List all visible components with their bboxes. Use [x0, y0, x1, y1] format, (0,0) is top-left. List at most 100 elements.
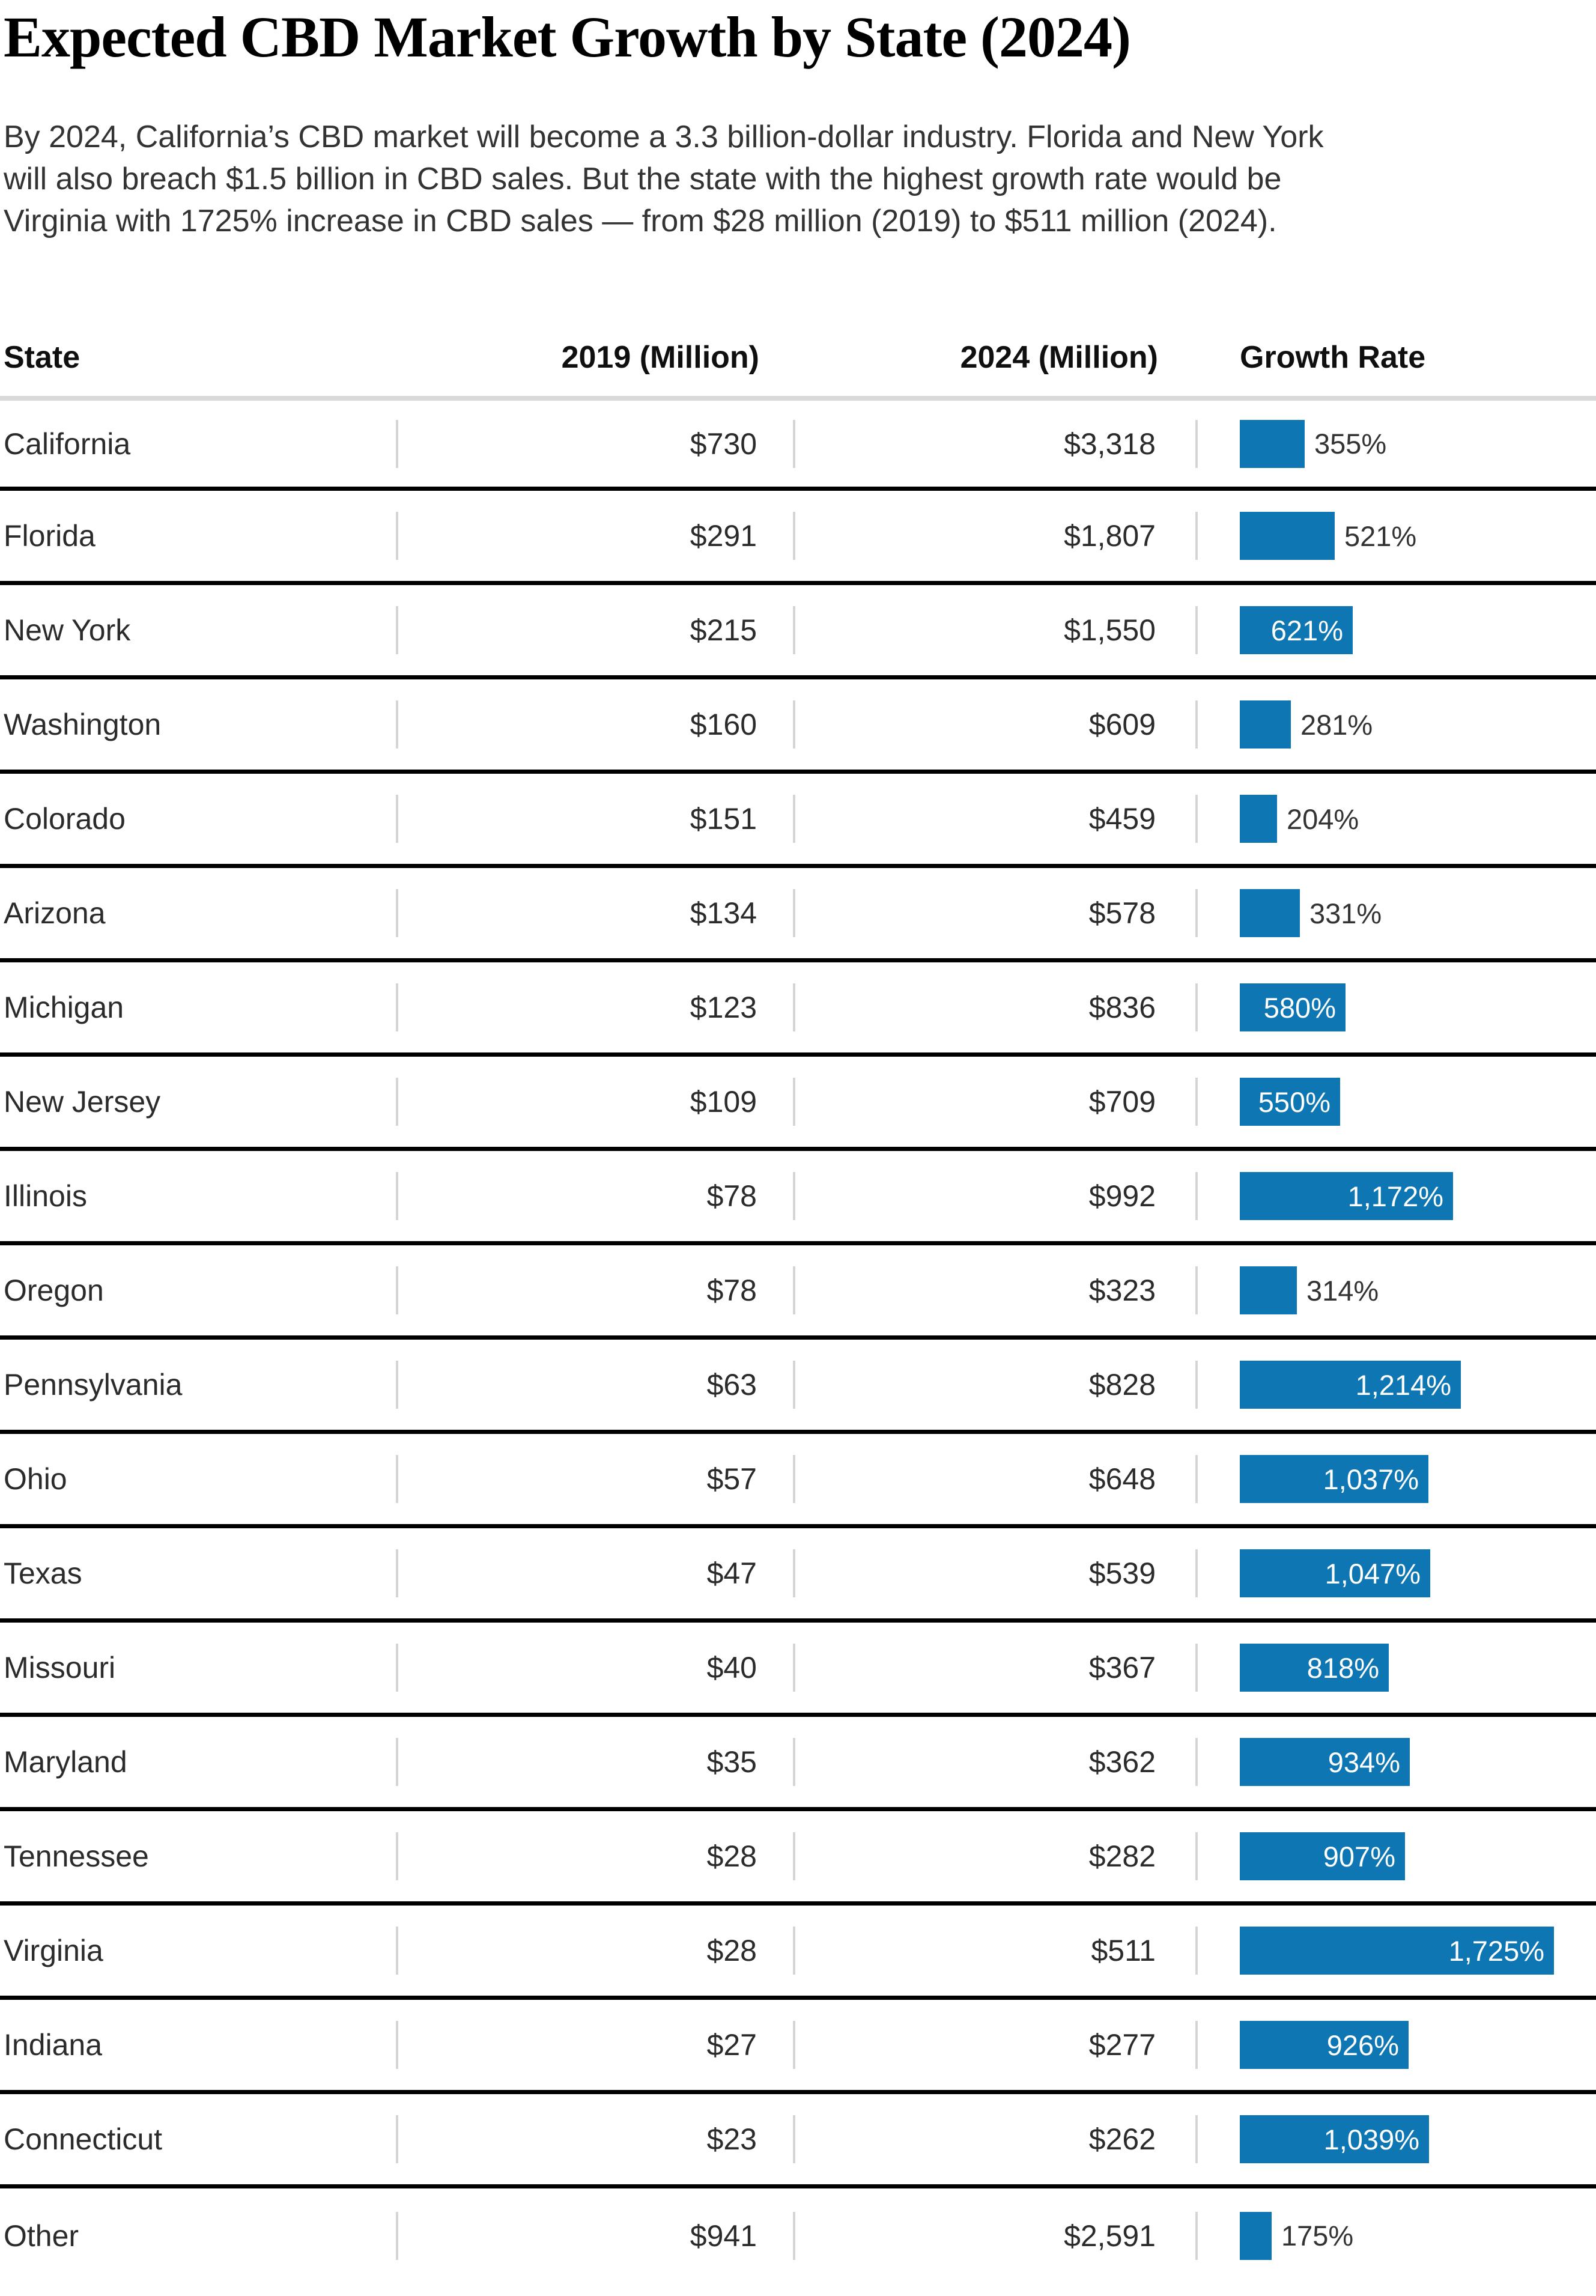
value-2024-cell: $1,807: [795, 512, 1198, 560]
growth-bar-label: 1,037%: [1323, 1463, 1419, 1495]
table-row: Ohio $57 $648 1,037%: [0, 1434, 1596, 1529]
table-body: California $730 $3,318 355% Florida $291 $1,80…: [0, 401, 1596, 2294]
value-2024-cell: $323: [795, 1266, 1198, 1315]
table-row: Missouri $40 $367 818%: [0, 1623, 1596, 1717]
value-2024-cell: $277: [795, 2021, 1198, 2070]
state-name-cell: Texas: [0, 1549, 398, 1598]
growth-bar: [1240, 512, 1335, 560]
growth-rate-cell: 1,037%: [1198, 1455, 1596, 1504]
growth-bar-wrap: 580%: [1240, 983, 1596, 1032]
growth-rate-cell: 1,047%: [1198, 1549, 1596, 1598]
value-2024-cell: $648: [795, 1455, 1198, 1504]
state-name-cell: Missouri: [0, 1644, 398, 1692]
value-2024-cell: $362: [795, 1738, 1198, 1787]
intro-line-2: will also breach $1.5 billion in CBD sal…: [4, 162, 1282, 197]
growth-rate-cell: 1,039%: [1198, 2115, 1596, 2164]
growth-rate-cell: 580%: [1198, 983, 1596, 1032]
growth-bar: [1240, 700, 1291, 749]
value-2024-cell: $511: [795, 1927, 1198, 1975]
growth-bar-label: 818%: [1306, 1651, 1379, 1684]
state-name-cell: Connecticut: [0, 2115, 398, 2164]
state-name-cell: Washington: [0, 700, 398, 749]
state-name-cell: Virginia: [0, 1927, 398, 1975]
growth-bar: 1,172%: [1240, 1172, 1453, 1221]
table-row: New Jersey $109 $709 550%: [0, 1057, 1596, 1152]
intro-line-3: Virginia with 1725% increase in CBD sale…: [4, 204, 1277, 239]
growth-bar-wrap: 1,172%: [1240, 1172, 1596, 1221]
growth-bar-wrap: 1,047%: [1240, 1549, 1596, 1598]
state-name-cell: Arizona: [0, 889, 398, 938]
value-2019-cell: $63: [398, 1361, 795, 1409]
value-2024-cell: $578: [795, 889, 1198, 938]
growth-bar-label: 580%: [1263, 991, 1336, 1024]
state-name-cell: Ohio: [0, 1455, 398, 1504]
table-row: Illinois $78 $992 1,172%: [0, 1151, 1596, 1246]
state-name-cell: Tennessee: [0, 1832, 398, 1881]
table-row: New York $215 $1,550 621%: [0, 585, 1596, 680]
growth-bar-label: 331%: [1309, 897, 1382, 929]
growth-bar-label: 281%: [1300, 708, 1373, 741]
growth-bar: 934%: [1240, 1738, 1410, 1787]
value-2019-cell: $941: [398, 2211, 795, 2260]
table-row: Indiana $27 $277 926%: [0, 2000, 1596, 2095]
growth-bar-label: 907%: [1323, 1840, 1395, 1872]
table-row: Maryland $35 $362 934%: [0, 1717, 1596, 1812]
growth-bar-label: 1,214%: [1355, 1368, 1451, 1401]
growth-bar: [1240, 1266, 1297, 1315]
growth-bar-label: 521%: [1344, 520, 1417, 552]
state-name-cell: Colorado: [0, 795, 398, 843]
growth-bar-wrap: 331%: [1240, 889, 1596, 938]
growth-bar-label: 934%: [1327, 1746, 1400, 1778]
value-2024-cell: $262: [795, 2115, 1198, 2164]
table-row: Michigan $123 $836 580%: [0, 962, 1596, 1057]
growth-bar: 907%: [1240, 1832, 1405, 1881]
value-2024-cell: $992: [795, 1172, 1198, 1221]
growth-bar-wrap: 175%: [1240, 2211, 1596, 2260]
state-name-cell: New Jersey: [0, 1078, 398, 1126]
value-2019-cell: $291: [398, 512, 795, 560]
table-row: California $730 $3,318 355%: [0, 401, 1596, 491]
table-row: Washington $160 $609 281%: [0, 679, 1596, 774]
value-2024-cell: $3,318: [795, 419, 1198, 468]
growth-bar-label: 204%: [1287, 803, 1359, 835]
table-header-row: State 2019 (Million) 2024 (Million) Grow…: [0, 242, 1596, 396]
growth-bar-label: 550%: [1258, 1086, 1331, 1118]
growth-bar-wrap: 1,037%: [1240, 1455, 1596, 1504]
value-2024-cell: $828: [795, 1361, 1198, 1409]
growth-bar-wrap: 521%: [1240, 512, 1596, 560]
growth-bar-wrap: 621%: [1240, 606, 1596, 655]
growth-rate-cell: 550%: [1198, 1078, 1596, 1126]
growth-bar-wrap: 550%: [1240, 1078, 1596, 1126]
state-name-cell: New York: [0, 606, 398, 655]
state-name-cell: Indiana: [0, 2021, 398, 2070]
table-row: Colorado $151 $459 204%: [0, 774, 1596, 869]
value-2024-cell: $459: [795, 795, 1198, 843]
growth-bar-label: 621%: [1270, 614, 1343, 646]
value-2019-cell: $47: [398, 1549, 795, 1598]
growth-bar-wrap: 355%: [1240, 419, 1596, 468]
growth-bar-label: 355%: [1314, 428, 1387, 460]
growth-bar: [1240, 2211, 1272, 2260]
growth-bar-wrap: 1,725%: [1240, 1927, 1596, 1975]
growth-bar-wrap: 818%: [1240, 1644, 1596, 1692]
growth-rate-cell: 907%: [1198, 1832, 1596, 1881]
growth-bar-label: 1,725%: [1448, 1934, 1544, 1967]
growth-bar: [1240, 795, 1277, 843]
value-2019-cell: $78: [398, 1266, 795, 1315]
table-row: Texas $47 $539 1,047%: [0, 1528, 1596, 1623]
value-2024-cell: $539: [795, 1549, 1198, 1598]
growth-rate-cell: 1,172%: [1198, 1172, 1596, 1221]
growth-bar: [1240, 419, 1305, 468]
growth-bar-wrap: 934%: [1240, 1738, 1596, 1787]
value-2019-cell: $134: [398, 889, 795, 938]
growth-bar-wrap: 314%: [1240, 1266, 1596, 1315]
value-2019-cell: $28: [398, 1832, 795, 1881]
growth-rate-cell: 818%: [1198, 1644, 1596, 1692]
column-header-2024: 2024 (Million): [960, 340, 1158, 375]
value-2024-cell: $367: [795, 1644, 1198, 1692]
growth-bar: [1240, 889, 1300, 938]
growth-bar: 926%: [1240, 2021, 1409, 2070]
state-name-cell: Pennsylvania: [0, 1361, 398, 1409]
growth-rate-cell: 175%: [1198, 2211, 1596, 2260]
